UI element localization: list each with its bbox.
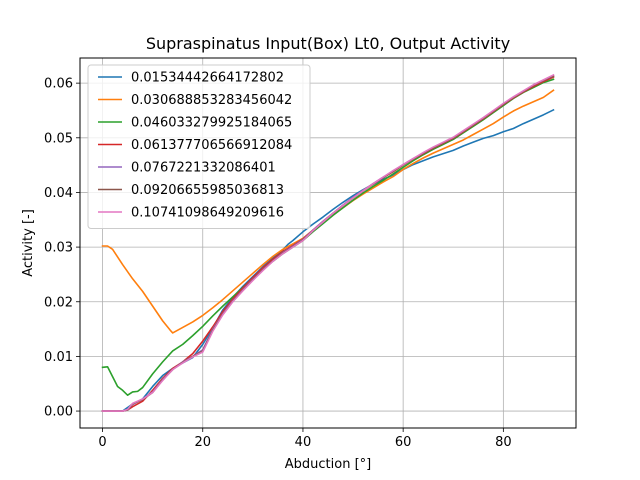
x-tick-label: 80: [495, 435, 512, 450]
x-tick-label: 40: [295, 435, 312, 450]
legend-label-1: 0.01534442664172802: [131, 71, 284, 86]
plot-frame: [79, 57, 577, 429]
y-tick-label: 0.04: [44, 186, 73, 201]
legend-label-5: 0.0767221332086401: [131, 161, 276, 176]
chart-title: Supraspinatus Input(Box) Lt0, Output Act…: [146, 34, 510, 53]
y-tick-label: 0.02: [44, 295, 73, 310]
series-lines: [101, 73, 555, 412]
legend-label-7: 0.10741098649209616: [131, 206, 284, 221]
legend-label-2: 0.030688853283456042: [131, 93, 292, 108]
y-axis-label: Activity [-]: [21, 209, 36, 277]
axis-ticks: 0 20 40 60 80 0.00 0.01 0.02 0.03 0.04 0.05 0.06: [44, 77, 512, 450]
y-tick-label: 0.00: [44, 405, 73, 420]
grid: [80, 58, 576, 428]
y-tick-label: 0.05: [44, 131, 73, 146]
y-tick-label: 0.01: [44, 350, 73, 365]
legend: 0.01534442664172802 0.030688853283456042 0…: [87, 64, 311, 229]
y-tick-label: 0.06: [44, 77, 73, 92]
x-tick-label: 20: [194, 435, 211, 450]
y-tick-label: 0.03: [44, 241, 73, 256]
x-axis-label: Abduction [°]: [285, 457, 371, 472]
legend-label-3: 0.046033279925184065: [131, 116, 292, 131]
legend-label-6: 0.09206655985036813: [131, 183, 284, 198]
x-tick-label: 0: [98, 435, 106, 450]
series-line-7: [101, 73, 555, 412]
legend-label-4: 0.061377706566912084: [131, 138, 292, 153]
legend-box: [87, 64, 311, 229]
x-tick-label: 60: [395, 435, 412, 450]
